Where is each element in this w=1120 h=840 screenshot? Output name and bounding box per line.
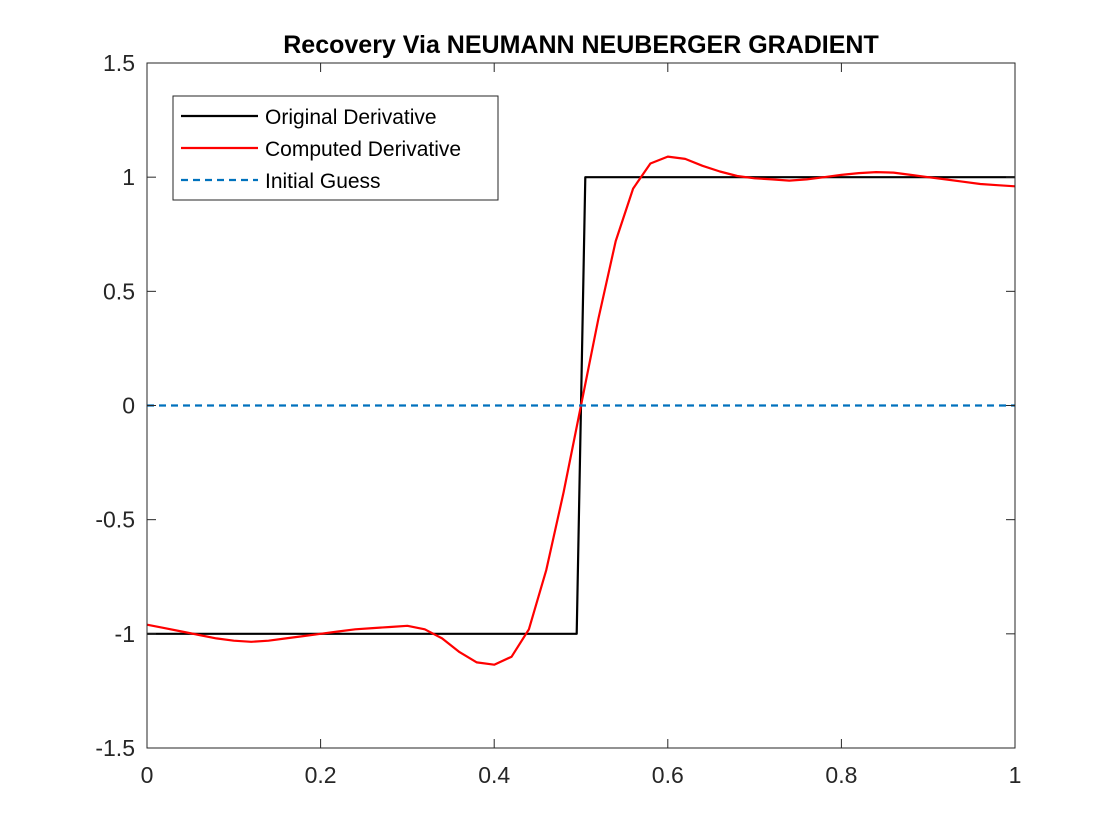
y-tick-label: -0.5 [95,507,135,533]
x-tick-label: 0.6 [652,762,684,788]
legend-label-initial-guess: Initial Guess [265,170,381,193]
y-tick-label: 1.5 [103,50,135,76]
y-tick-label: 0.5 [103,278,135,304]
legend-label-original-derivative: Original Derivative [265,106,437,129]
x-tick-label: 0.4 [478,762,510,788]
x-tick-label: 1 [1009,762,1022,788]
y-tick-label: 0 [122,393,135,419]
x-tick-label: 0 [141,762,154,788]
x-tick-label: 0.2 [305,762,337,788]
legend: Original Derivative Computed Derivative In… [172,95,499,201]
y-tick-label: -1.5 [95,735,135,761]
chart-title: Recovery Via NEUMANN NEUBERGER GRADIENT [283,31,879,59]
plot-frame [146,62,1016,749]
x-tick-label: 0.8 [825,762,857,788]
series-layer [146,155,1016,666]
y-tick-label: 1 [122,164,135,190]
legend-label-computed-derivative: Computed Derivative [265,138,461,161]
y-tick-label: -1 [115,621,135,647]
ticks-layer: 0 0.2 0.4 0.6 0.8 1 -1.5 -1 -0.5 0 0.5 1 1.5 [95,50,1021,788]
